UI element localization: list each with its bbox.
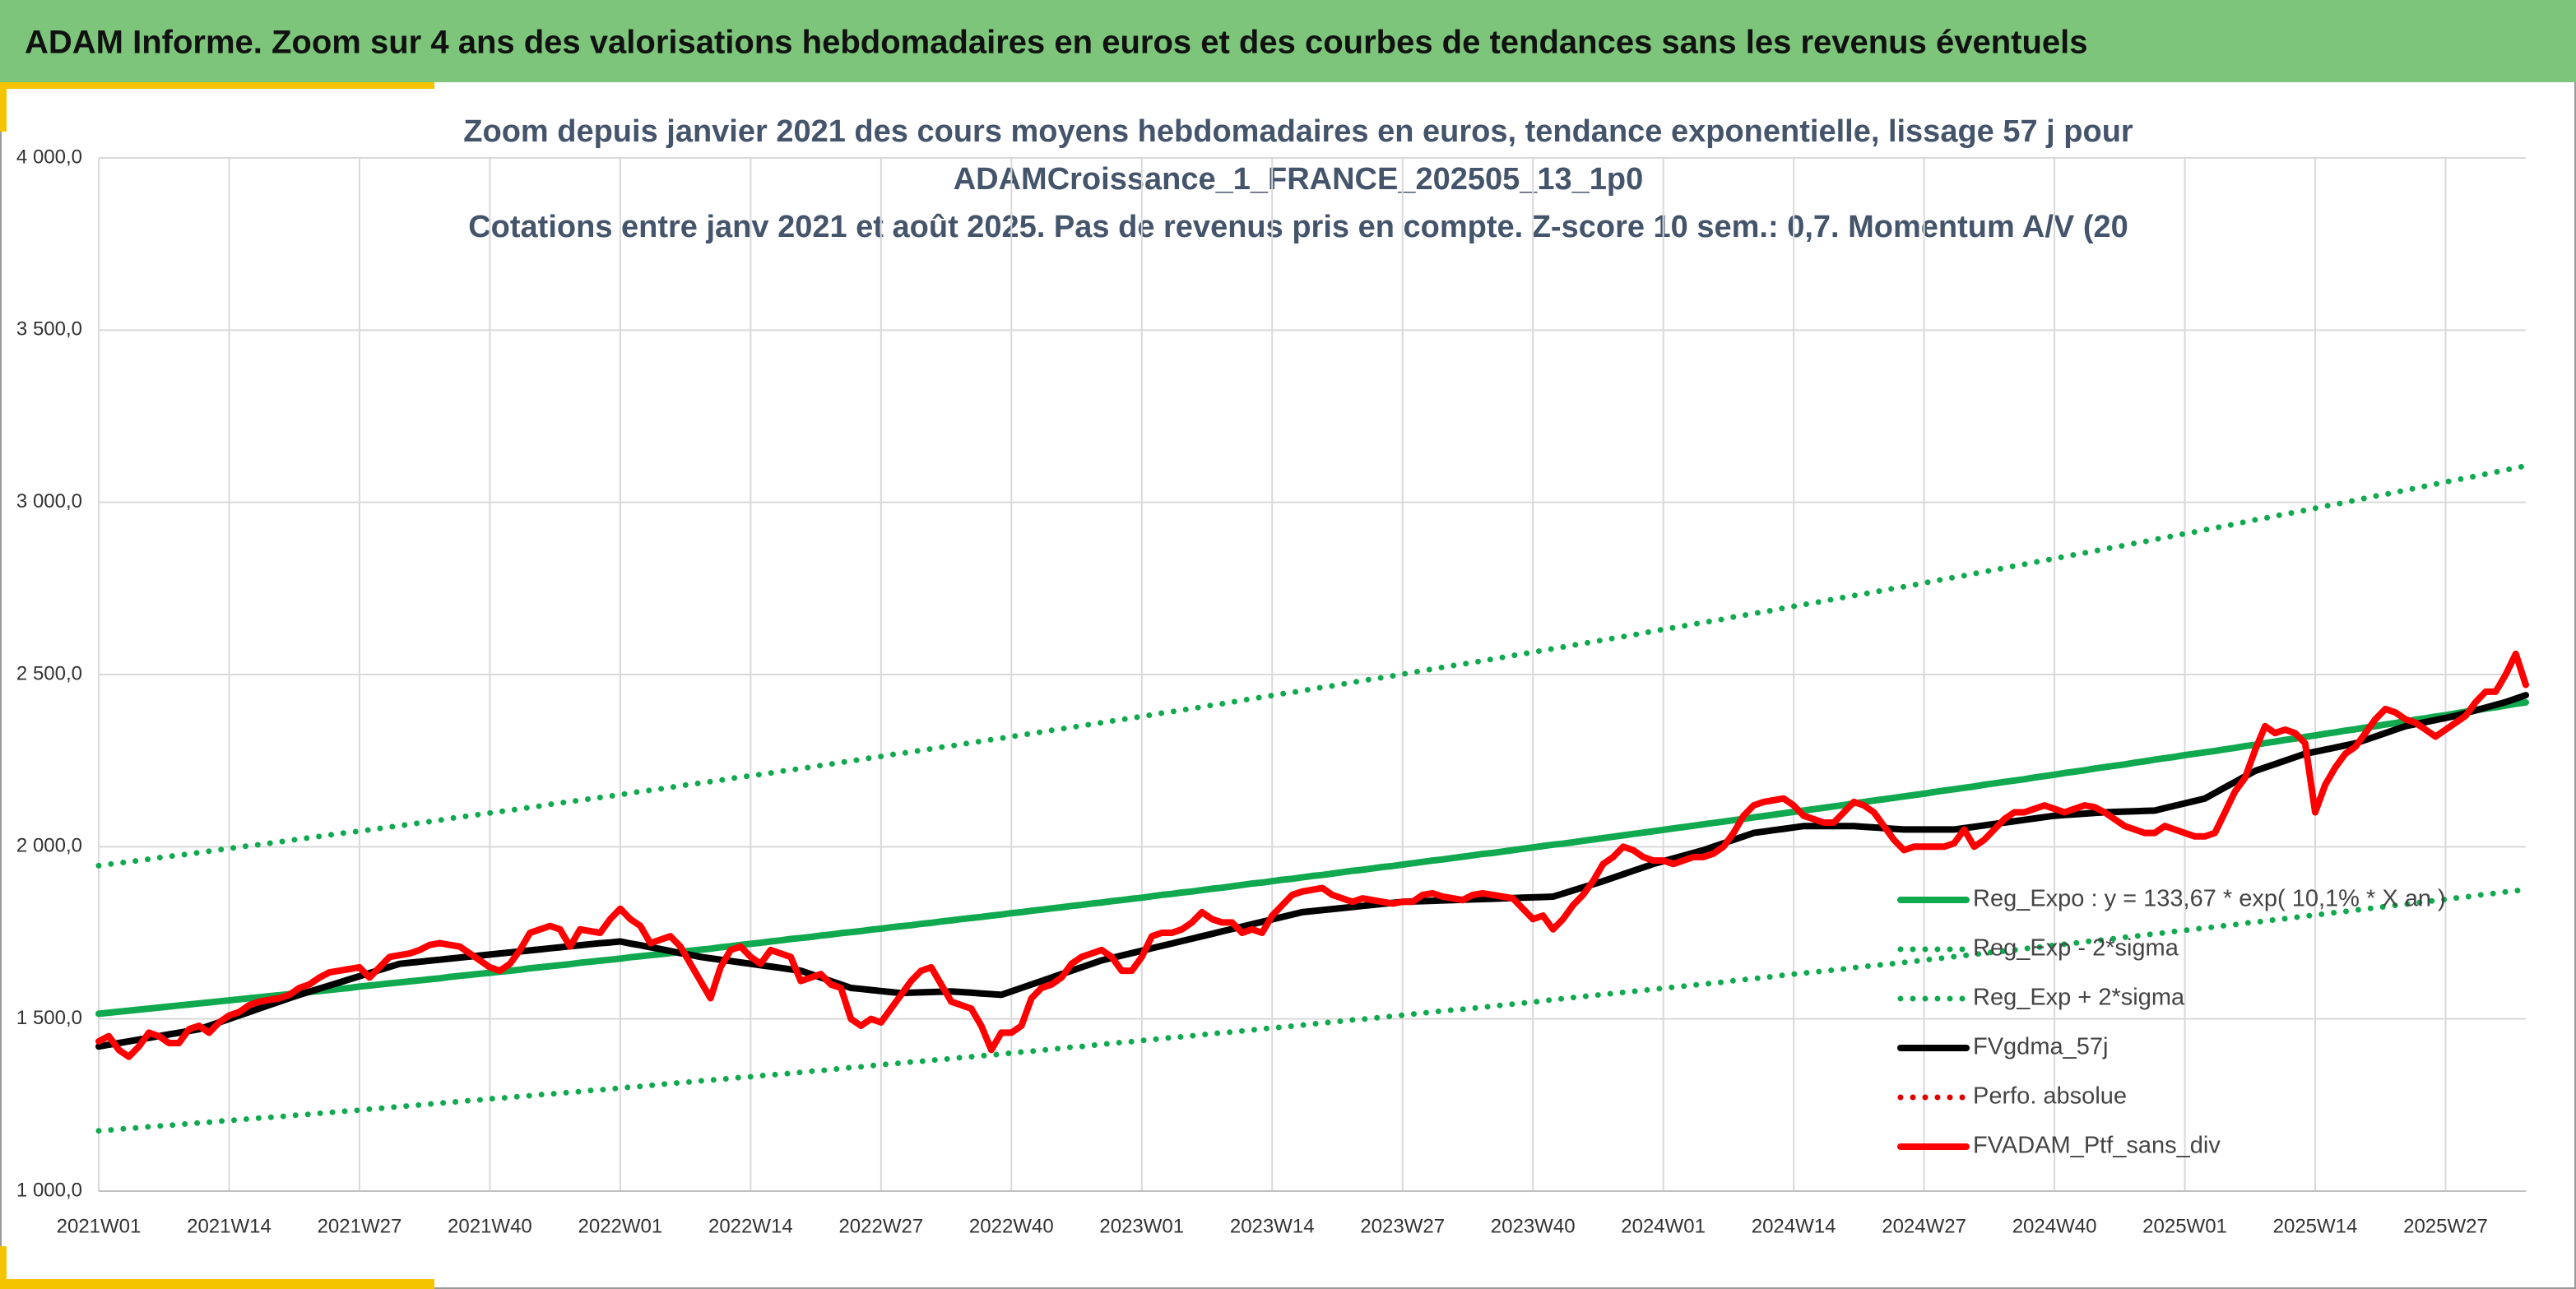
legend-label: FVADAM_Ptf_sans_div — [1973, 1133, 2221, 1159]
page-title: ADAM Informe. Zoom sur 4 ans des valoris… — [25, 25, 2088, 61]
y-tick-label: 4 000,0 — [16, 146, 82, 168]
y-tick-label: 1 000,0 — [16, 1179, 82, 1201]
x-tick-label: 2022W40 — [969, 1215, 1054, 1237]
accent — [0, 1246, 7, 1289]
x-tick-label: 2024W14 — [1752, 1215, 1836, 1237]
x-tick-label: 2022W27 — [838, 1215, 923, 1237]
y-tick-label: 2 500,0 — [16, 662, 82, 684]
x-tick-label: 2024W27 — [1882, 1215, 1966, 1237]
x-tick-label: 2021W01 — [57, 1215, 142, 1237]
y-tick-label: 3 000,0 — [16, 490, 82, 512]
y-tick-label: 3 500,0 — [16, 318, 82, 341]
x-tick-label: 2021W14 — [187, 1215, 272, 1237]
x-tick-label: 2025W27 — [2403, 1215, 2488, 1237]
series-line — [95, 692, 2529, 1050]
legend-label: FVgdma_57j — [1973, 1034, 2108, 1060]
series-line — [95, 462, 2529, 869]
x-tick-label: 2025W14 — [2273, 1215, 2358, 1237]
y-tick-label: 1 500,0 — [16, 1007, 82, 1029]
legend-label: Perfo. absolue — [1973, 1083, 2127, 1110]
x-tick-label: 2023W01 — [1099, 1215, 1184, 1237]
x-tick-label: 2022W14 — [708, 1215, 793, 1237]
x-tick-label: 2023W27 — [1360, 1215, 1445, 1237]
series-line — [95, 650, 2529, 1060]
accent — [0, 82, 434, 89]
accent — [0, 1279, 434, 1289]
legend-label: Reg_Exp + 2*sigma — [1973, 985, 2185, 1011]
legend-label: Reg_Expo : y = 133,67 * exp( 10,1% * X a… — [1973, 886, 2446, 912]
legend-label: Reg_Exp - 2*sigma — [1973, 935, 2179, 962]
chart-title: Zoom depuis janvier 2021 des cours moyen… — [463, 114, 2133, 149]
x-tick-label: 2023W14 — [1230, 1215, 1315, 1237]
accent — [0, 82, 7, 132]
x-tick-label: 2025W01 — [2142, 1215, 2227, 1237]
y-tick-label: 2 000,0 — [16, 835, 82, 857]
chart-title: Cotations entre janv 2021 et août 2025. … — [468, 210, 2128, 244]
x-tick-label: 2024W01 — [1621, 1215, 1706, 1237]
x-tick-label: 2024W40 — [2012, 1215, 2097, 1237]
x-tick-label: 2022W01 — [578, 1215, 663, 1237]
series-line — [95, 886, 2529, 1134]
header-bar — [0, 0, 2576, 82]
x-tick-label: 2021W27 — [318, 1215, 402, 1237]
x-tick-label: 2021W40 — [448, 1215, 532, 1237]
chart-title: ADAMCroissance_1_FRANCE_202505_13_1p0 — [954, 162, 1644, 197]
x-tick-label: 2023W40 — [1491, 1215, 1576, 1237]
